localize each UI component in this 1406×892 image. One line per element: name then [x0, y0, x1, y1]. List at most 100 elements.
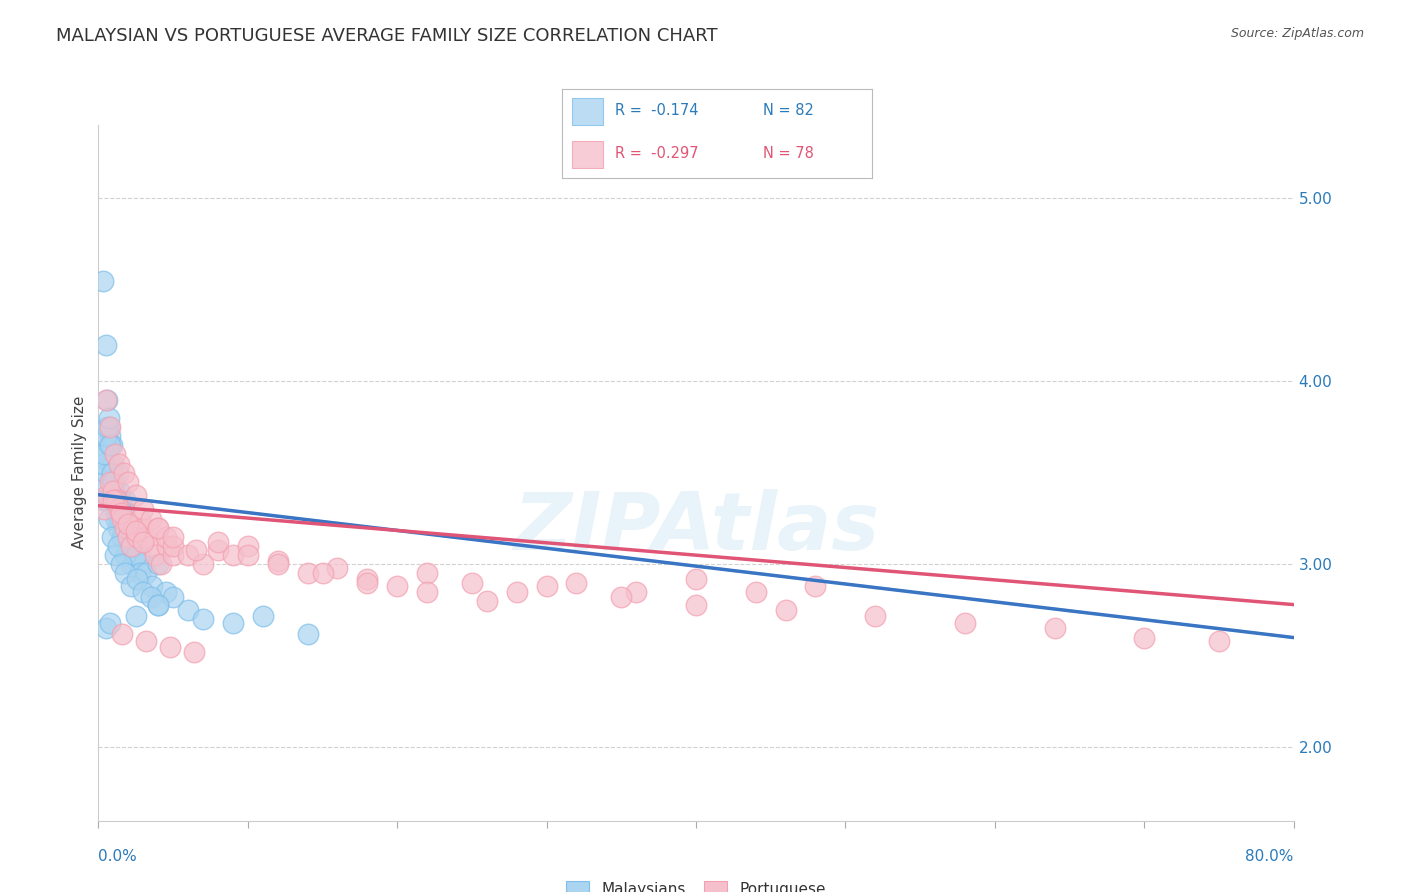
Point [148, 558, 170, 572]
Point [141, 579, 163, 593]
Point [297, 627, 319, 641]
Point [155, 584, 177, 599]
Point [135, 530, 157, 544]
Point [125, 608, 148, 623]
Point [120, 558, 142, 572]
Point [804, 579, 827, 593]
Bar [572, 141, 603, 168]
Point [311, 566, 333, 581]
Point [191, 558, 214, 572]
Point [105, 511, 128, 525]
Point [98, 475, 122, 489]
Point [132, 502, 155, 516]
Point [93, 475, 115, 489]
Point [610, 591, 633, 605]
Point [207, 535, 229, 549]
Point [162, 548, 184, 562]
Point [98, 457, 122, 471]
Point [98, 420, 122, 434]
Point [115, 521, 138, 535]
Point [191, 612, 214, 626]
Point [624, 584, 647, 599]
Point [104, 502, 127, 516]
Point [475, 594, 498, 608]
Point [118, 548, 141, 562]
Point [1208, 634, 1230, 648]
Point [356, 572, 378, 586]
Point [127, 572, 149, 586]
Bar [572, 98, 603, 125]
Point [326, 561, 349, 575]
Point [107, 539, 129, 553]
Point [97, 438, 120, 452]
Text: R =  -0.297: R = -0.297 [614, 146, 699, 161]
Point [132, 535, 155, 549]
Point [416, 566, 439, 581]
Point [953, 615, 976, 630]
Point [101, 530, 124, 544]
Point [177, 548, 200, 562]
Point [150, 558, 173, 572]
Point [129, 566, 152, 581]
Point [98, 615, 122, 630]
Point [252, 608, 274, 623]
Point [104, 447, 127, 461]
Point [135, 566, 157, 581]
Point [117, 475, 139, 489]
Point [125, 488, 148, 502]
Point [91, 273, 114, 287]
Point [129, 548, 152, 562]
Point [177, 603, 200, 617]
Point [184, 542, 207, 557]
Point [96, 488, 118, 502]
Text: R =  -0.174: R = -0.174 [614, 103, 699, 118]
Point [96, 420, 118, 434]
Point [93, 502, 115, 516]
Point [108, 511, 131, 525]
Point [222, 548, 245, 562]
Point [117, 516, 139, 531]
Point [101, 466, 124, 480]
Point [135, 634, 157, 648]
Point [125, 548, 148, 562]
Y-axis label: Average Family Size: Average Family Size [72, 396, 87, 549]
Text: ZIPAtlas: ZIPAtlas [513, 490, 879, 567]
Point [162, 591, 184, 605]
Point [111, 511, 134, 525]
Point [94, 337, 117, 351]
Point [97, 410, 120, 425]
Point [107, 466, 129, 480]
Point [159, 640, 181, 654]
Point [108, 484, 131, 499]
Point [222, 615, 245, 630]
Point [125, 524, 148, 539]
Point [117, 539, 139, 553]
Point [114, 521, 136, 535]
Point [156, 539, 179, 553]
Point [148, 598, 170, 612]
Point [207, 542, 229, 557]
Point [94, 429, 117, 443]
Point [127, 530, 149, 544]
Point [865, 608, 887, 623]
Point [101, 438, 124, 452]
Point [110, 506, 132, 520]
Text: MALAYSIAN VS PORTUGUESE AVERAGE FAMILY SIZE CORRELATION CHART: MALAYSIAN VS PORTUGUESE AVERAGE FAMILY S… [56, 27, 718, 45]
Point [148, 521, 170, 535]
Point [111, 530, 134, 544]
Point [143, 548, 166, 562]
Point [155, 530, 177, 544]
Point [97, 511, 120, 525]
Point [162, 539, 184, 553]
Point [103, 484, 125, 499]
Point [98, 429, 122, 443]
Point [139, 591, 162, 605]
Point [1043, 621, 1066, 635]
Point [112, 466, 135, 480]
Point [91, 493, 114, 508]
Point [103, 488, 125, 502]
Point [132, 521, 155, 535]
Point [745, 584, 768, 599]
Point [132, 558, 155, 572]
Point [117, 530, 139, 544]
